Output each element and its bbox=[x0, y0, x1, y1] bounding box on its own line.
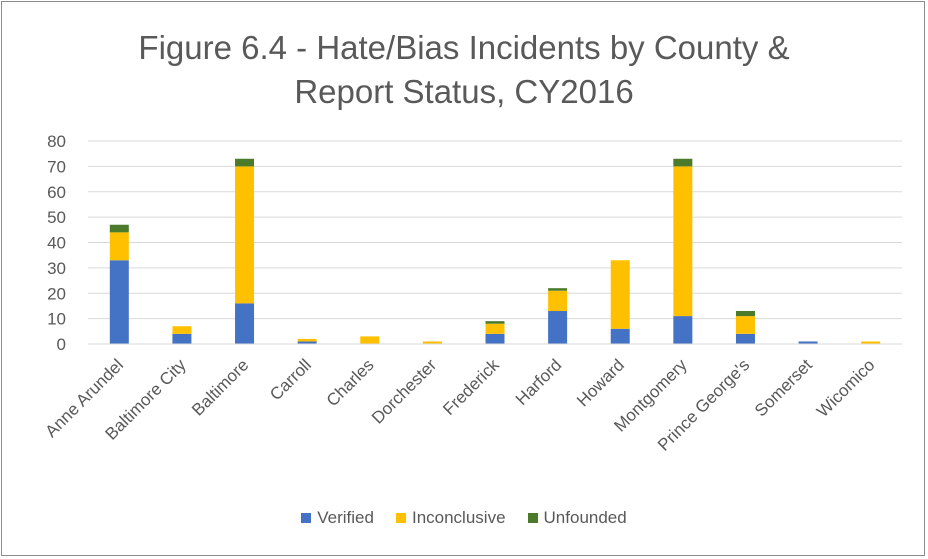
y-tick-label: 30 bbox=[47, 259, 66, 278]
chart-title-line-2: Report Status, CY2016 bbox=[294, 73, 634, 110]
bar-verified-0 bbox=[109, 260, 129, 344]
bar-inconclusive-4 bbox=[360, 336, 380, 344]
y-tick-label: 0 bbox=[57, 335, 66, 354]
x-tick-label: Frederick bbox=[439, 355, 503, 419]
x-tick-label: Harford bbox=[512, 355, 566, 409]
bar-inconclusive-7 bbox=[548, 290, 568, 312]
bar-inconclusive-1 bbox=[172, 326, 192, 334]
bar-verified-8 bbox=[610, 328, 630, 344]
bar-inconclusive-12 bbox=[861, 341, 881, 344]
bar-verified-9 bbox=[673, 316, 693, 344]
legend-swatch-verified bbox=[301, 513, 312, 523]
bar-unfounded-6 bbox=[485, 321, 505, 324]
y-tick-label: 50 bbox=[47, 208, 66, 227]
legend: Verified Inconclusive Unfounded bbox=[0, 508, 928, 528]
bar-inconclusive-3 bbox=[297, 338, 317, 342]
y-tick-label: 70 bbox=[47, 157, 66, 176]
y-tick-label: 20 bbox=[47, 284, 66, 303]
bar-verified-3 bbox=[297, 341, 317, 344]
bar-verified-2 bbox=[235, 303, 255, 344]
bar-inconclusive-6 bbox=[485, 323, 505, 334]
bar-verified-10 bbox=[735, 333, 755, 344]
bar-verified-7 bbox=[548, 311, 568, 344]
bar-inconclusive-9 bbox=[673, 166, 693, 317]
x-tick-label: Wicomico bbox=[813, 355, 879, 421]
bar-unfounded-10 bbox=[735, 311, 755, 317]
legend-label-verified: Verified bbox=[317, 508, 374, 527]
bar-unfounded-9 bbox=[673, 158, 693, 167]
legend-item-inconclusive: Inconclusive bbox=[395, 508, 506, 528]
legend-swatch-unfounded bbox=[527, 513, 538, 523]
y-tick-label: 60 bbox=[47, 183, 66, 202]
bar-unfounded-0 bbox=[109, 224, 129, 233]
legend-item-verified: Verified bbox=[301, 508, 374, 528]
bar-inconclusive-0 bbox=[109, 232, 129, 261]
bar-inconclusive-5 bbox=[422, 341, 442, 344]
bar-inconclusive-2 bbox=[235, 166, 255, 304]
x-tick-label: Dorchester bbox=[368, 355, 440, 427]
y-tick-label: 40 bbox=[47, 234, 66, 253]
bar-verified-11 bbox=[798, 341, 818, 344]
legend-item-unfounded: Unfounded bbox=[527, 508, 627, 528]
chart-title-line-1: Figure 6.4 - Hate/Bias Incidents by Coun… bbox=[138, 29, 790, 66]
x-tick-label: Howard bbox=[573, 355, 628, 410]
x-tick-label: Carroll bbox=[266, 355, 315, 404]
x-tick-label: Baltimore bbox=[188, 355, 252, 419]
x-tick-label: Charles bbox=[323, 355, 378, 410]
legend-label-inconclusive: Inconclusive bbox=[411, 508, 506, 527]
legend-swatch-inconclusive bbox=[395, 513, 406, 523]
bar-inconclusive-8 bbox=[610, 260, 630, 329]
y-tick-label: 10 bbox=[47, 310, 66, 329]
bar-unfounded-2 bbox=[235, 158, 255, 167]
chart-title: Figure 6.4 - Hate/Bias Incidents by Coun… bbox=[0, 26, 928, 114]
bar-verified-6 bbox=[485, 333, 505, 344]
x-tick-label: Somerset bbox=[751, 355, 816, 420]
bar-verified-1 bbox=[172, 333, 192, 344]
bar-inconclusive-10 bbox=[735, 316, 755, 334]
y-tick-label: 80 bbox=[47, 132, 66, 151]
legend-label-unfounded: Unfounded bbox=[543, 508, 627, 527]
bar-unfounded-7 bbox=[548, 288, 568, 291]
